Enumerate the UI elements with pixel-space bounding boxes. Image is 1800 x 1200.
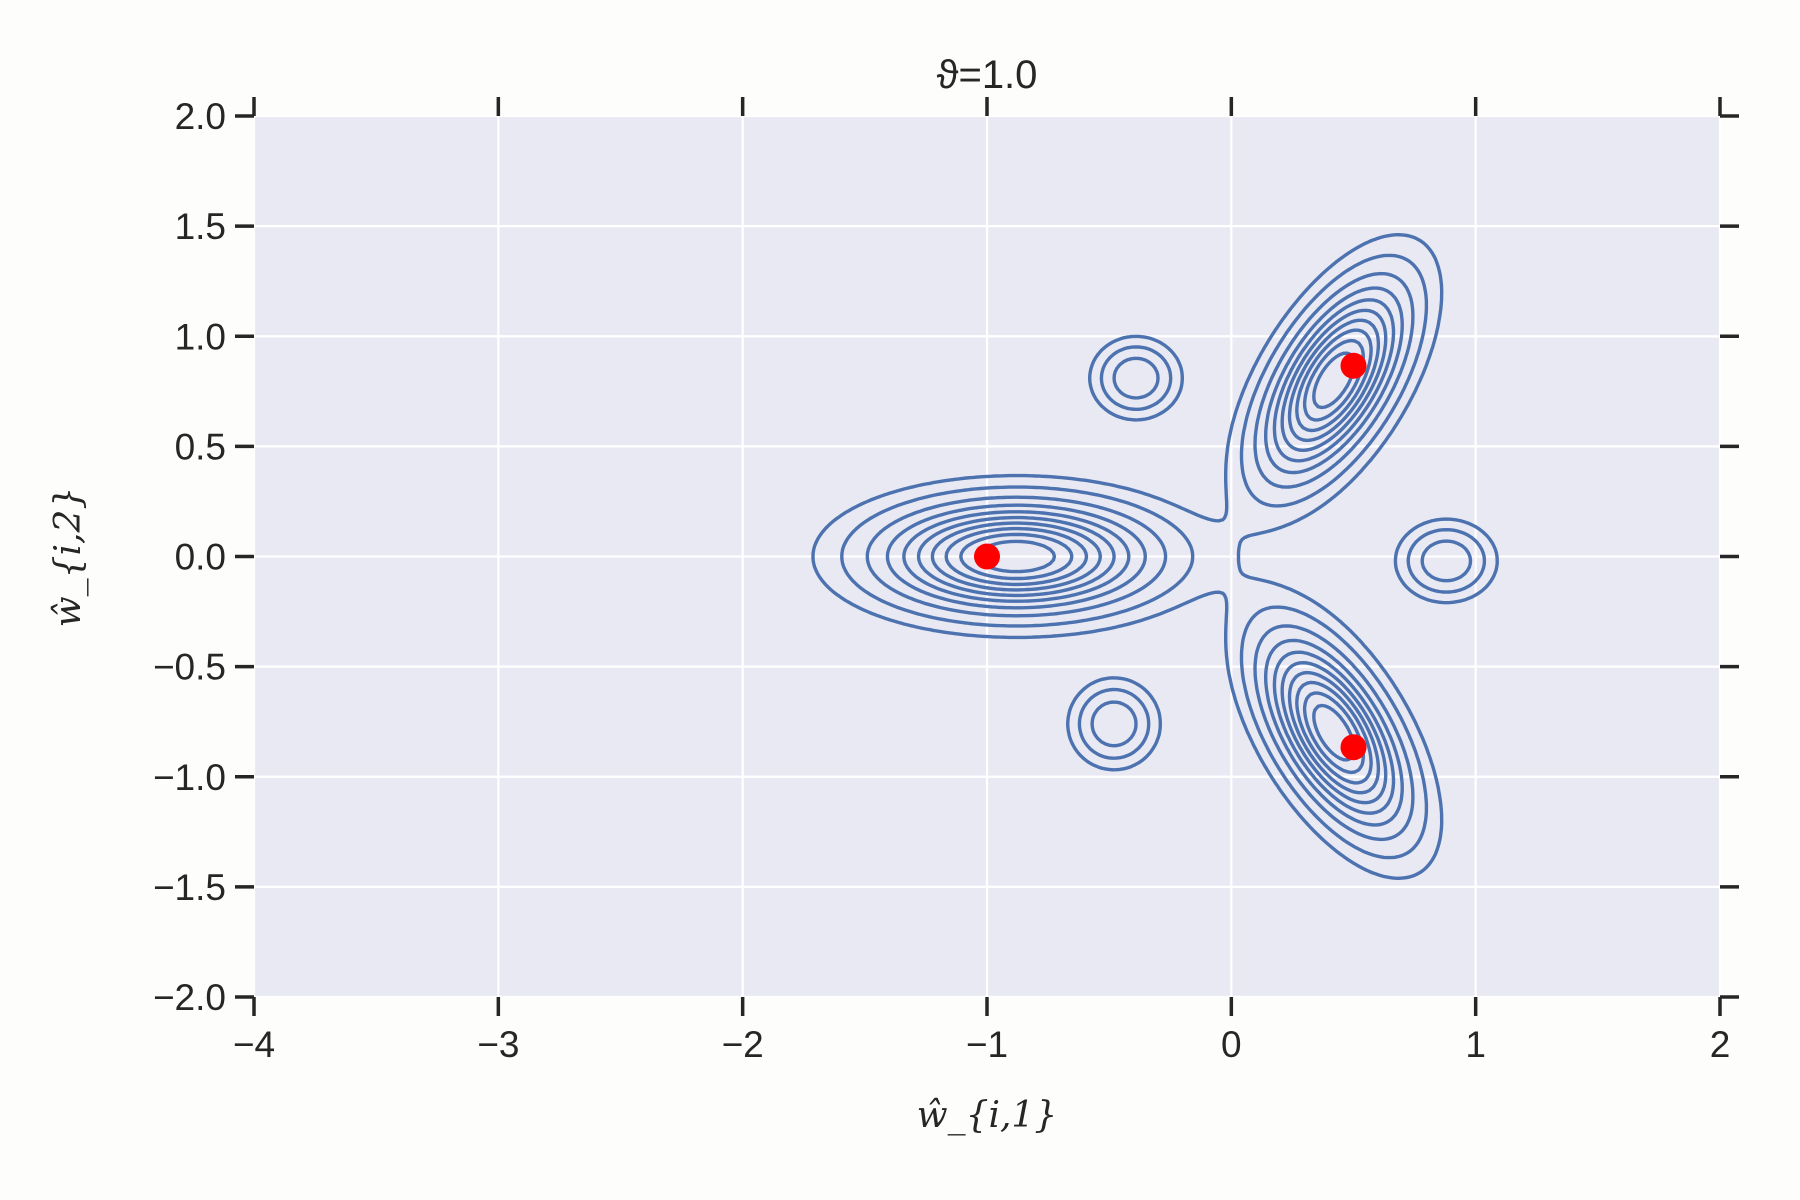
y-tick-label: −2.0 <box>153 977 226 1018</box>
red-marker-point <box>974 543 1000 570</box>
y-tick-label: 0.5 <box>175 426 226 467</box>
y-tick-label: −1.0 <box>153 757 226 798</box>
contour-level <box>916 308 1388 805</box>
contour-level <box>885 286 1404 827</box>
contour-level <box>840 253 1487 860</box>
marker-points <box>974 352 1367 761</box>
contour-level <box>944 328 1373 785</box>
contour-level <box>902 298 1396 815</box>
contour-level <box>811 233 1499 880</box>
y-tick-label: −1.5 <box>153 867 226 908</box>
y-tick-label: 1.0 <box>175 316 226 357</box>
y-axis-label: ŵ_{i,2} <box>48 487 89 627</box>
x-axis-label: ŵ_{i,1} <box>917 1095 1057 1136</box>
x-tick-label: −3 <box>477 1024 519 1065</box>
x-tick-label: 0 <box>1221 1024 1242 1065</box>
x-tick-label: −4 <box>233 1024 275 1065</box>
axis-ticks: −4 −3 −2 −1 0 1 2 2.0 1.5 1.0 0.5 0.0 −0.5 −1.0 −1.5 −2… <box>153 96 1739 1065</box>
red-marker-point <box>1340 734 1367 761</box>
x-tick-label: 2 <box>1710 1024 1731 1065</box>
y-tick-label: 2.0 <box>175 96 226 137</box>
contour-level <box>865 271 1473 842</box>
contour-level <box>930 318 1381 795</box>
y-tick-label: −0.5 <box>153 647 226 688</box>
x-tick-label: −1 <box>966 1024 1008 1065</box>
y-tick-label: 1.5 <box>175 206 226 247</box>
contour-lines <box>811 233 1499 880</box>
x-tick-label: 1 <box>1465 1024 1486 1065</box>
chart-title: ϑ=1.0 <box>937 53 1038 97</box>
y-tick-label: 0.0 <box>175 537 226 578</box>
red-marker-point <box>1340 352 1367 379</box>
x-tick-label: −2 <box>722 1024 764 1065</box>
